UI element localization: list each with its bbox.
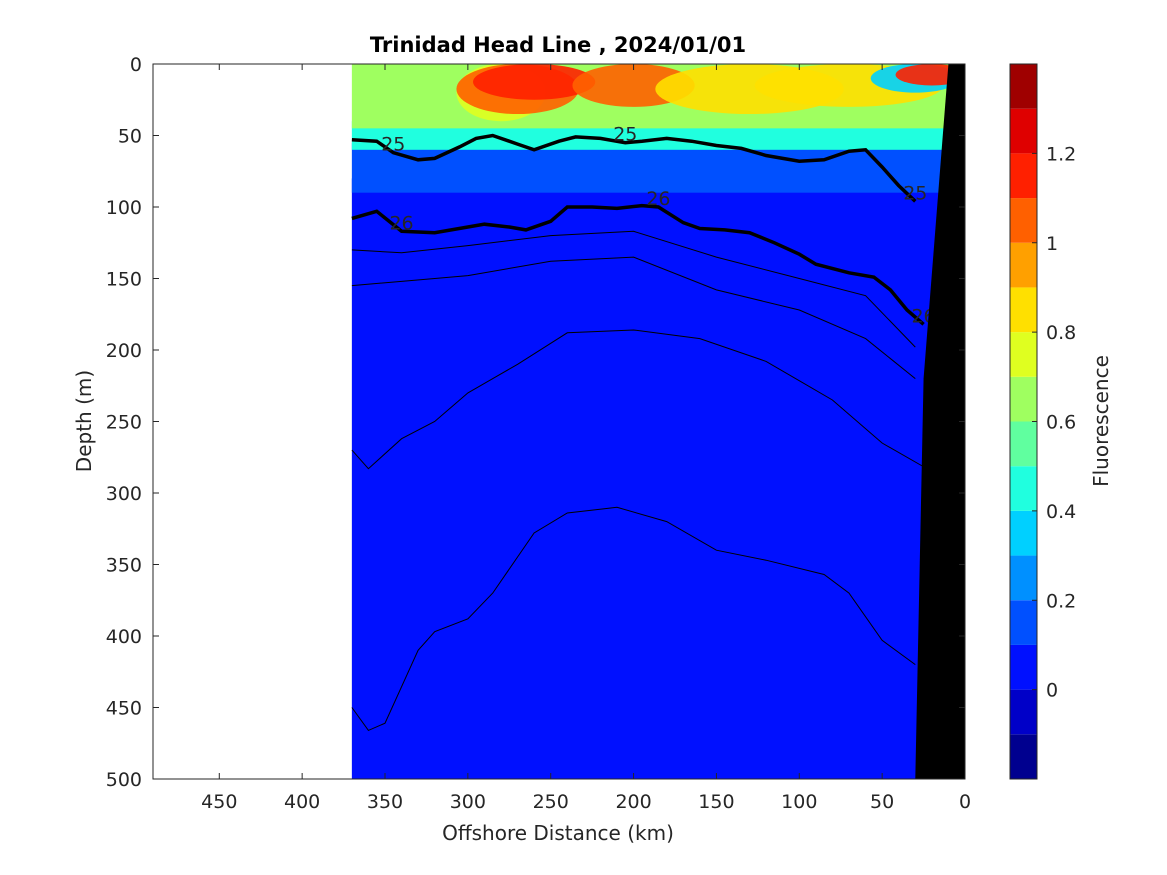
y-tick-label: 300 (106, 483, 142, 505)
fluorescence-layer_deep (351, 178, 965, 779)
colorbar-swatch (1010, 689, 1037, 735)
y-tick-label: 350 (106, 555, 142, 577)
x-tick-label: 300 (450, 791, 486, 813)
isopycnal-25-line (351, 133, 917, 203)
colorbar-tick-label: 1 (1046, 233, 1058, 255)
colorbar-swatch (1010, 242, 1037, 288)
y-tick-label: 500 (106, 769, 142, 791)
x-tick-label: 350 (367, 791, 403, 813)
x-tick-label: 100 (781, 791, 817, 813)
x-tick-label: 150 (698, 791, 734, 813)
x-axis-label: Offshore Distance (km) (442, 821, 674, 845)
colorbar-swatch (1010, 64, 1037, 109)
colorbar-swatch (1010, 287, 1037, 333)
y-tick-label: 0 (130, 54, 142, 76)
isopycnal-label: 25 (381, 134, 405, 156)
bloom-patch (473, 64, 596, 100)
colorbar-tick-label: 0.8 (1046, 322, 1076, 344)
x-tick-label: 250 (533, 791, 569, 813)
colorbar-swatch (1010, 332, 1037, 377)
isopycnal-label: 26 (389, 212, 413, 234)
x-tick-label: 0 (959, 791, 971, 813)
isopycnal-26-line (351, 203, 925, 326)
colorbar-label: Fluorescence (1089, 355, 1113, 487)
y-axis-label: Depth (m) (72, 370, 96, 472)
x-axis: 450 400 350 300 250 200 150 100 50 0 (201, 64, 971, 813)
y-tick-label: 200 (106, 340, 142, 362)
y-tick-label: 50 (118, 126, 142, 148)
colorbar-swatch (1010, 734, 1037, 779)
y-tick-label: 100 (106, 197, 142, 219)
isopycnal-line (351, 256, 916, 379)
y-tick-label: 400 (106, 626, 142, 648)
x-tick-label: 450 (201, 791, 237, 813)
colorbar-tick-label: 0.4 (1046, 501, 1076, 523)
isopycnal-line (351, 329, 933, 472)
isopycnal-line (351, 506, 916, 732)
y-tick-label: 450 (106, 698, 142, 720)
colorbar-swatch (1010, 510, 1037, 556)
y-tick-label: 150 (106, 269, 142, 291)
bathymetry (915, 64, 965, 779)
colorbar-swatch (1010, 376, 1037, 422)
colorbar-tick-label: 0.2 (1046, 590, 1076, 612)
isopycnal-line (351, 230, 916, 348)
colorbar-tick-label: 0.6 (1046, 412, 1076, 434)
isopycnal-label: 26 (646, 188, 670, 210)
chart-title: Trinidad Head Line , 2024/01/01 (370, 33, 746, 57)
isopycnal-label: 25 (613, 124, 637, 146)
colorbar-tick-label: 1.2 (1046, 143, 1076, 165)
colorbar: 0 0.2 0.4 0.6 0.8 1 1.2 (1009, 63, 1076, 780)
colorbar-swatch (1010, 421, 1037, 467)
colorbar-swatch (1010, 108, 1037, 154)
colorbar-tick-label: 0 (1046, 680, 1058, 702)
y-axis: 0 50 100 150 200 250 300 350 400 450 500 (106, 54, 965, 791)
colorbar-swatch (1010, 600, 1037, 645)
colorbar-swatch (1010, 555, 1037, 601)
y-tick-label: 250 (106, 412, 142, 434)
colorbar-swatch (1010, 153, 1037, 199)
colorbar-swatch (1010, 644, 1037, 690)
colorbar-swatch (1010, 198, 1037, 243)
x-tick-label: 200 (615, 791, 651, 813)
fluorescence-layer_subsurface (351, 142, 965, 193)
x-tick-label: 400 (284, 791, 320, 813)
x-tick-label: 50 (870, 791, 894, 813)
colorbar-swatch (1010, 466, 1037, 511)
isopycnal-label: 25 (903, 182, 927, 204)
